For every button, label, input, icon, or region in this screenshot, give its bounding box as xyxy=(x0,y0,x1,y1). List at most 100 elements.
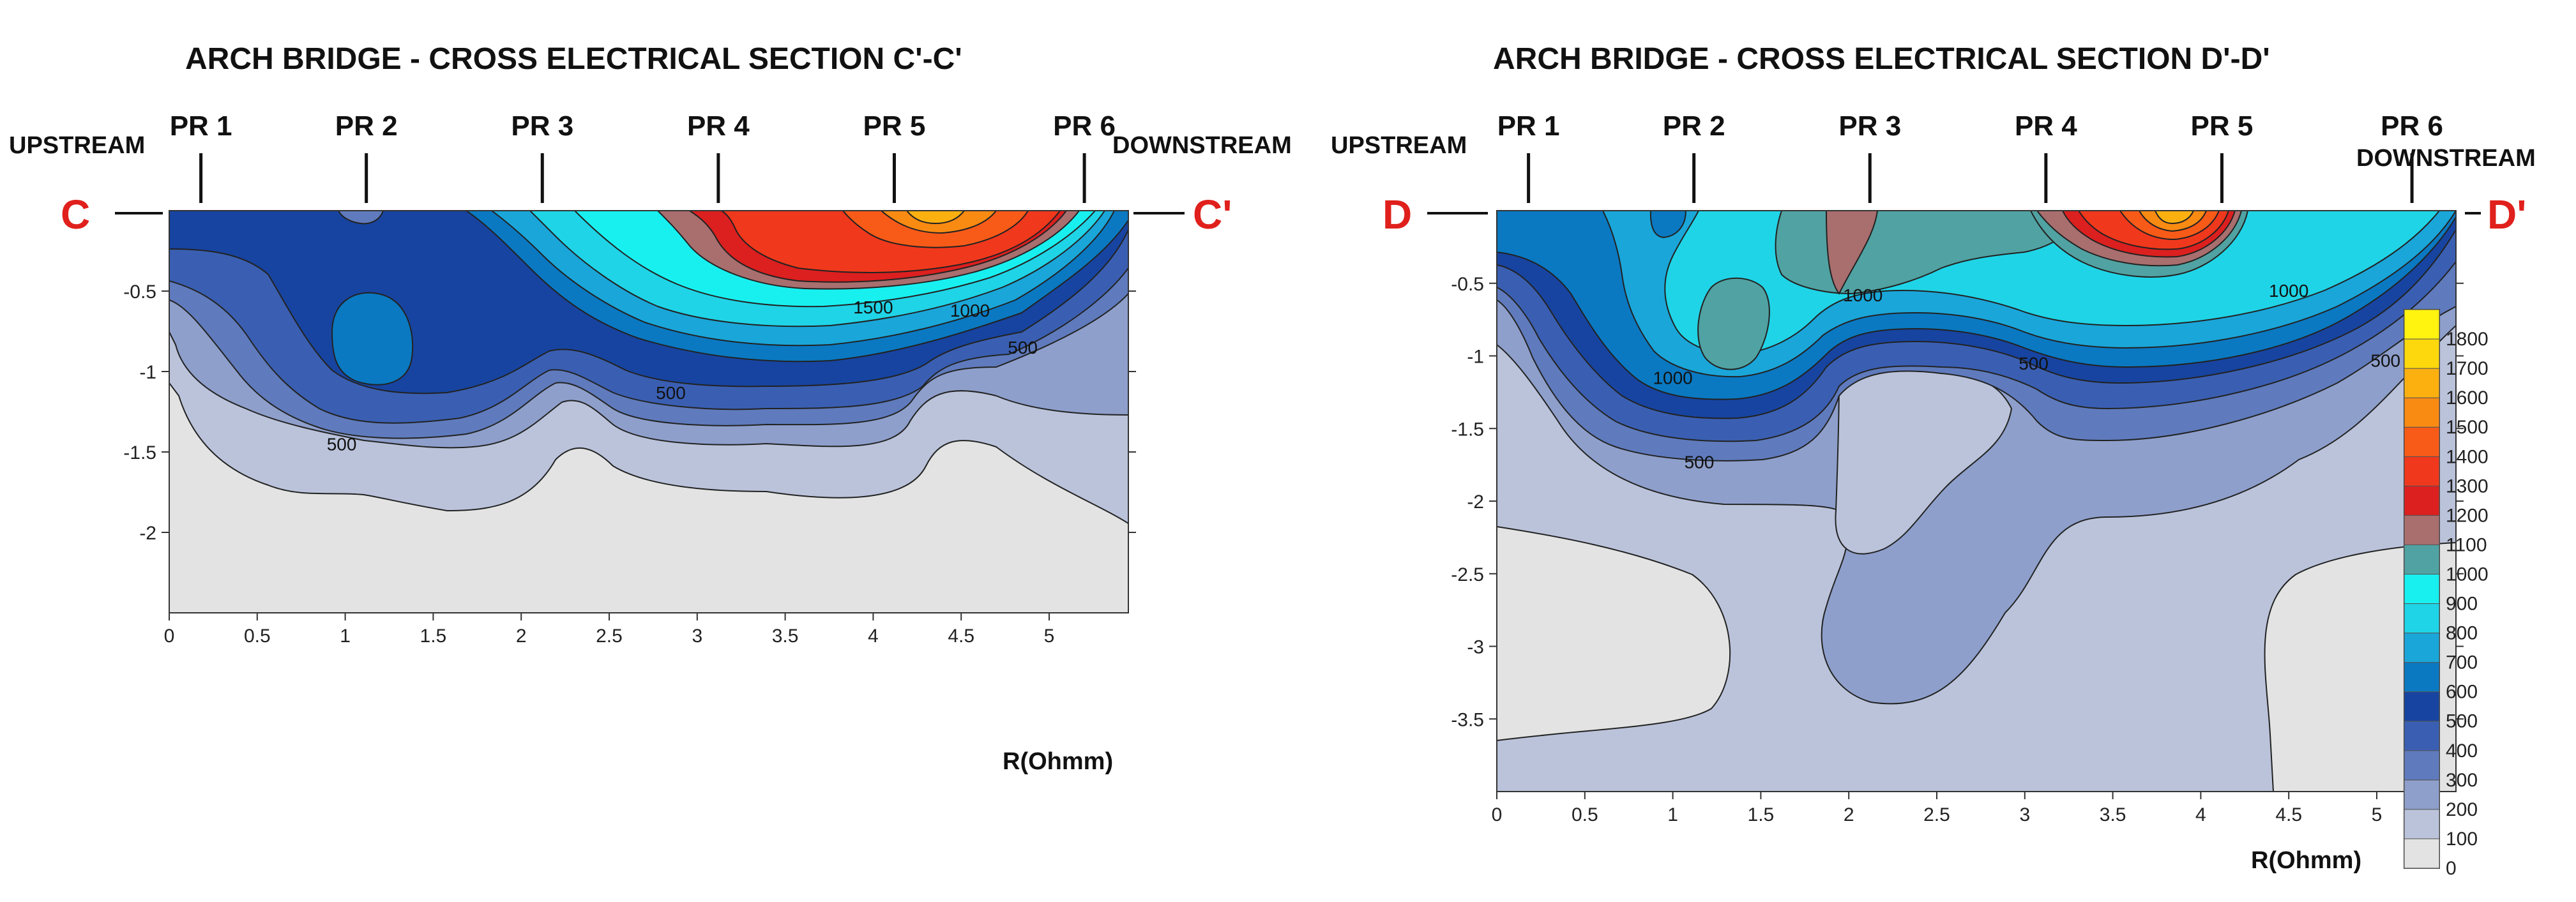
section-c-y-tick-label: -0.5 xyxy=(123,282,156,303)
section-c-x-axis: 0 0.5 1 1.5 2 2.5 3 3.5 4 4.5 5 xyxy=(164,613,1054,647)
section-d-zone-1100-left xyxy=(1697,277,1770,370)
section-d-x-tick-label: 2.5 xyxy=(1923,804,1950,825)
section-d-y-tick-label: -3.5 xyxy=(1451,709,1484,730)
colorbar-swatch xyxy=(2404,779,2440,810)
section-c-unit-label: R(Ohmm) xyxy=(1003,748,1113,775)
section-c-contour-label: 1500 xyxy=(853,297,893,317)
colorbar-swatch xyxy=(2404,368,2440,398)
section-d-zone-1000-pr2 xyxy=(1649,211,1687,239)
colorbar-swatch xyxy=(2404,838,2440,869)
section-d-y-tick-label: -0.5 xyxy=(1451,274,1484,295)
section-d-upstream-label: UPSTREAM xyxy=(1331,132,1467,159)
colorbar-label: 1600 xyxy=(2446,387,2489,409)
colorbar-label: 1300 xyxy=(2446,476,2489,497)
colorbar-swatch xyxy=(2404,456,2440,486)
section-c-profile-label: PR 2 xyxy=(335,110,398,142)
section-d-y-tick-label: -1.5 xyxy=(1451,419,1484,440)
section-c-x-tick-label: 1 xyxy=(340,626,351,647)
section-d-start-label: D xyxy=(1383,192,1412,237)
colorbar-label: 1800 xyxy=(2446,329,2489,350)
colorbar-label: 200 xyxy=(2446,799,2478,820)
colorbar-label: 400 xyxy=(2446,740,2478,762)
section-c-start-label: C xyxy=(61,192,90,237)
colorbar-swatch xyxy=(2404,309,2440,340)
section-c-y-tick-label: -1.5 xyxy=(123,442,156,463)
section-c-y-tick-label: -1 xyxy=(139,362,156,383)
section-c-contour-labels: 500 500 500 1000 1500 xyxy=(327,297,1038,454)
section-d-x-tick-label: 4.5 xyxy=(2275,804,2302,825)
section-d-unit-label: R(Ohmm) xyxy=(2251,847,2361,874)
section-c-profile-label: PR 3 xyxy=(511,110,573,142)
section-d-x-tick-label: 5 xyxy=(2372,804,2383,825)
colorbar-label: 700 xyxy=(2446,652,2478,673)
section-d-y-tick-label: -2 xyxy=(1467,492,1484,513)
section-d-profile-label: PR 2 xyxy=(1663,110,1725,142)
section-d-zone-1700 xyxy=(2154,211,2195,225)
section-d-zone-100-left xyxy=(1497,525,1731,742)
colorbar-swatch xyxy=(2404,633,2440,663)
colorbar-swatch xyxy=(2404,721,2440,751)
section-d-contour-label: 1000 xyxy=(1653,368,1692,388)
colorbar-swatch xyxy=(2404,573,2440,605)
section-c-title: ARCH BRIDGE - CROSS ELECTRICAL SECTION C… xyxy=(185,42,962,76)
section-d-contour-label: 500 xyxy=(2370,350,2400,370)
section-c-zone-700 xyxy=(331,292,414,386)
colorbar-label: 0 xyxy=(2446,858,2457,879)
section-c-x-tick-label: 3.5 xyxy=(772,626,799,647)
section-d-x-tick-label: 4 xyxy=(2195,804,2206,825)
section-d-x-tick-label: 3.5 xyxy=(2100,804,2126,825)
section-c-downstream-label: DOWNSTREAM xyxy=(1112,132,1292,159)
section-d-x-tick-label: 2 xyxy=(1844,804,1854,825)
section-c-x-tick-label: 4 xyxy=(868,626,879,647)
colorbar-label: 1700 xyxy=(2446,358,2489,379)
colorbar-swatch xyxy=(2404,397,2440,428)
section-c-chart: ARCH BRIDGE - CROSS ELECTRICAL SECTION C… xyxy=(9,42,1292,775)
section-d-profile-label: PR 5 xyxy=(2191,110,2254,142)
section-d-title: ARCH BRIDGE - CROSS ELECTRICAL SECTION D… xyxy=(1493,42,2270,76)
section-d-contour-field xyxy=(1497,211,2456,792)
colorbar-label: 900 xyxy=(2446,594,2478,615)
section-c-y-tick-label: -2 xyxy=(139,523,156,544)
section-c-x-tick-label: 1.5 xyxy=(420,626,447,647)
section-d-profile-label: PR 1 xyxy=(1497,110,1560,142)
colorbar-swatch xyxy=(2404,426,2440,457)
section-d-profile-label: PR 6 xyxy=(2381,110,2443,142)
section-d-y-tick-label: -2.5 xyxy=(1451,564,1484,585)
section-c-x-tick-label: 0.5 xyxy=(244,626,271,647)
section-c-end-label: C' xyxy=(1193,192,1232,237)
section-c-profile-markers: PR 1 PR 2 PR 3 PR 4 PR 5 PR 6 xyxy=(170,110,1116,203)
colorbar-swatch xyxy=(2404,662,2440,693)
section-d-chart: ARCH BRIDGE - CROSS ELECTRICAL SECTION D… xyxy=(1331,42,2536,879)
section-d-y-axis: -0.5 -1 -1.5 -2 -2.5 -3 -3.5 xyxy=(1451,274,2464,730)
section-d-downstream-label: DOWNSTREAM xyxy=(2356,145,2536,172)
colorbar-swatch xyxy=(2404,691,2440,722)
section-c-x-tick-label: 0 xyxy=(164,626,175,647)
section-c-plot-frame xyxy=(169,210,1129,613)
section-c-x-tick-label: 4.5 xyxy=(948,626,974,647)
section-d-x-tick-label: 3 xyxy=(2019,804,2030,825)
section-c-profile-label: PR 4 xyxy=(687,110,750,142)
section-c-y-axis: -0.5 -1 -1.5 -2 xyxy=(123,282,1136,544)
colorbar-label: 1200 xyxy=(2446,505,2489,526)
section-c-profile-label: PR 1 xyxy=(170,110,232,142)
colorbar-swatch xyxy=(2404,603,2440,634)
section-d-profile-label: PR 4 xyxy=(2015,110,2077,142)
section-d-x-tick-label: 1.5 xyxy=(1748,804,1775,825)
section-c-contour-field xyxy=(169,211,1128,613)
colorbar-label: 600 xyxy=(2446,682,2478,703)
colorbar-label: 100 xyxy=(2446,829,2478,850)
colorbar-label: 1100 xyxy=(2446,534,2487,555)
section-d-x-axis: 0 0.5 1 1.5 2 2.5 3 3.5 4 4.5 5 xyxy=(1492,792,2383,825)
colorbar-swatch xyxy=(2404,544,2440,575)
section-d-x-tick-label: 0.5 xyxy=(1572,804,1598,825)
colorbar-label: 1400 xyxy=(2446,446,2489,467)
section-c-x-tick-label: 3 xyxy=(692,626,702,647)
section-d-contour-label: 1000 xyxy=(2269,281,2308,301)
colorbar-swatch xyxy=(2404,338,2440,369)
section-d-x-tick-label: 0 xyxy=(1492,804,1503,825)
colorbar-swatch xyxy=(2404,809,2440,839)
section-c-zone-pr2-top xyxy=(337,211,384,225)
section-c-zone-1700 xyxy=(905,211,966,225)
section-c-contour-label: 500 xyxy=(656,383,686,403)
